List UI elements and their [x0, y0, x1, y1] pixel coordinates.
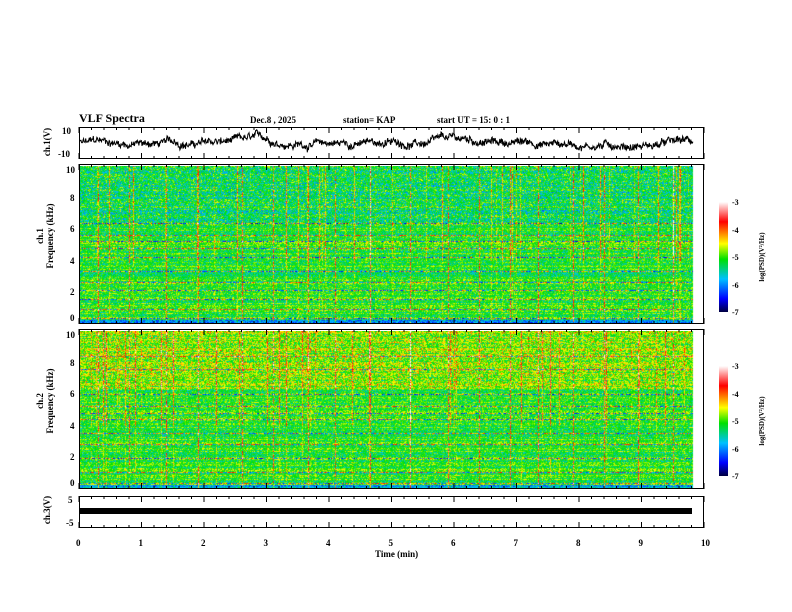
- x-tick-label: 3: [263, 538, 269, 548]
- x-tick-label: 1: [138, 538, 144, 548]
- x-tick-label: 8: [576, 538, 581, 548]
- y-tick-label: 6: [70, 389, 75, 400]
- start-time-label: start UT = 15: 0 : 1: [437, 115, 510, 125]
- y-tick-label: 0: [70, 478, 75, 488]
- colorbar-tick-label: -6: [732, 444, 739, 454]
- colorbar-tick-label: -7: [732, 472, 739, 481]
- y-tick-label: 4: [70, 420, 75, 431]
- date-label: Dec.8 , 2025: [250, 115, 296, 125]
- ch3-trace: [80, 508, 692, 514]
- ch3-ytick-bottom: -5: [66, 518, 74, 528]
- colorbar-tick-label: -7: [732, 308, 739, 317]
- x-tick-label: 4: [326, 538, 331, 548]
- colorbar-tick-label: -5: [732, 417, 739, 426]
- station-label: station= KAP: [343, 115, 396, 125]
- colorbar-tick-label: -3: [732, 362, 739, 371]
- x-tick-label: 10: [701, 538, 710, 548]
- y-tick-label: 2: [70, 452, 75, 463]
- y-tick-label: 8: [70, 357, 75, 368]
- y-tick-label: 8: [70, 192, 75, 203]
- colorbar-tick-label: -5: [732, 253, 739, 262]
- colorbar-tick-label: -4: [732, 225, 739, 235]
- ch2-spectrogram: [79, 331, 704, 488]
- figure-title: VLF Spectra: [79, 111, 145, 125]
- x-tick-label: 9: [638, 538, 644, 548]
- ch1-colorbar: [719, 202, 728, 312]
- x-tick-label: 2: [201, 538, 206, 548]
- colorbar-tick-label: -6: [732, 280, 739, 290]
- ch1-trace-plot: [79, 129, 694, 153]
- ch3-ytick-top: 5: [68, 495, 73, 505]
- ch2-colorbar: [719, 366, 728, 476]
- y-tick-label: 2: [70, 287, 75, 298]
- colorbar-tick-label: -4: [732, 389, 739, 399]
- y-tick-label: 0: [70, 313, 75, 323]
- ch1-ytick-top: 10: [62, 126, 71, 136]
- y-tick-label: 10: [66, 330, 75, 340]
- colorbar-tick-label: -3: [732, 198, 739, 207]
- ch1-trace: [79, 129, 694, 153]
- x-tick-label: 6: [451, 538, 456, 548]
- x-tick-label: 5: [388, 538, 394, 548]
- y-tick-label: 6: [70, 224, 75, 235]
- x-axis-label: Time (min): [375, 549, 419, 559]
- ch1-ytick-bottom: -10: [58, 149, 70, 159]
- y-tick-label: 10: [66, 165, 75, 175]
- y-tick-label: 4: [70, 255, 75, 266]
- x-tick-label: 0: [76, 538, 81, 548]
- ch1-spectrogram: [79, 166, 704, 323]
- x-tick-label: 7: [513, 538, 519, 548]
